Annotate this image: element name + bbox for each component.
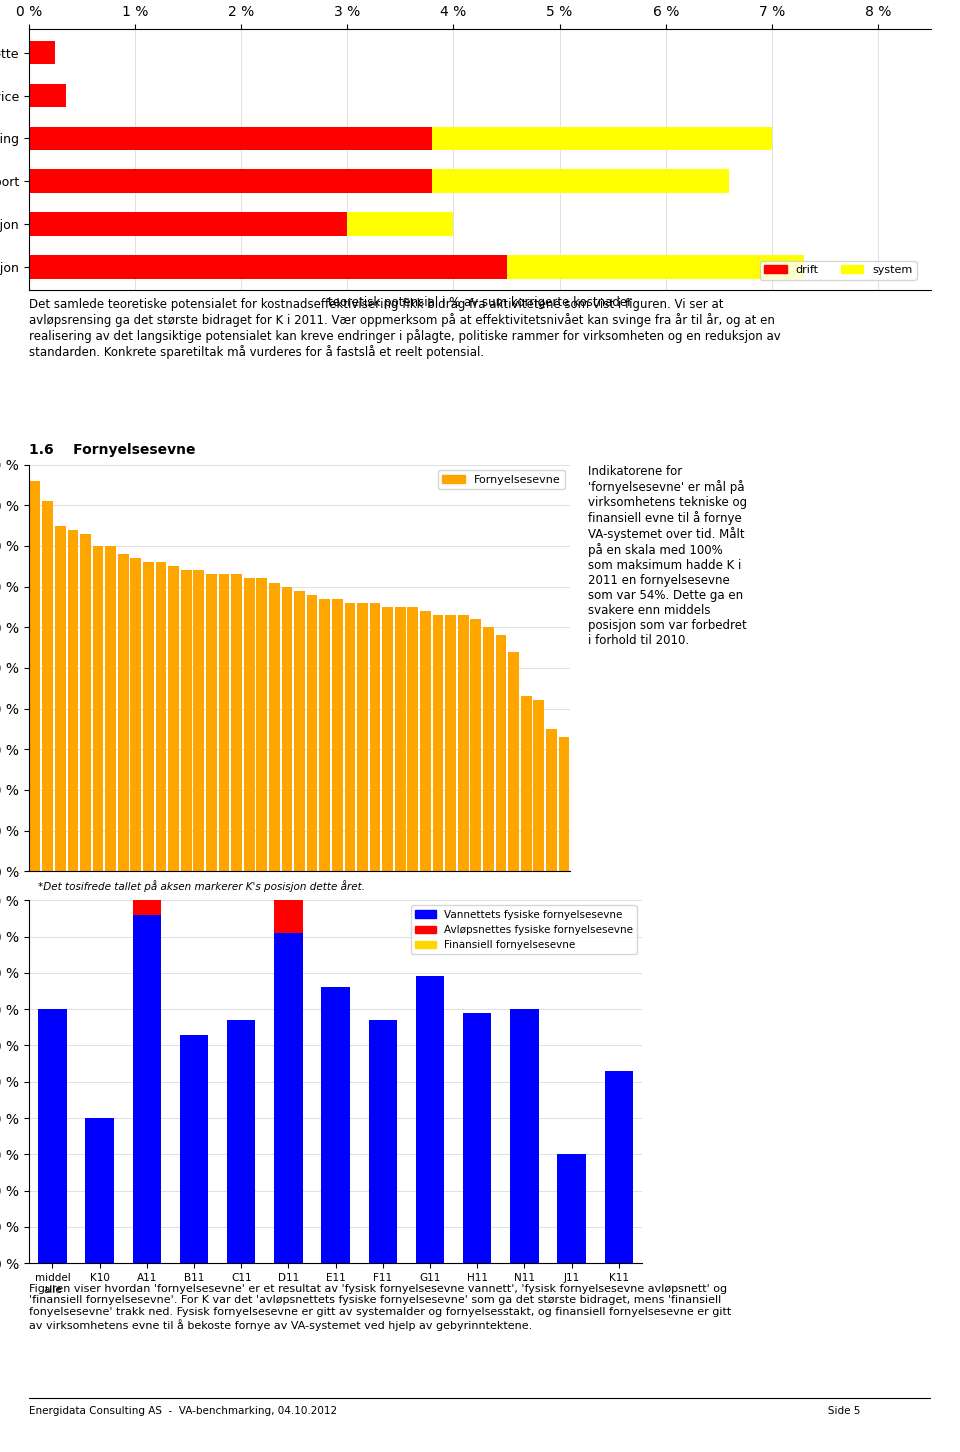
Bar: [143, 562, 154, 871]
Bar: [29, 41, 56, 64]
Bar: [85, 1118, 114, 1263]
Text: Indikatorene for
'fornyelsesevne' er mål på
virksomhetens tekniske og
finansiell: Indikatorene for 'fornyelsesevne' er mål…: [588, 465, 748, 648]
Bar: [67, 530, 78, 871]
Bar: [508, 652, 519, 871]
Bar: [521, 697, 532, 871]
Bar: [546, 729, 557, 871]
Bar: [395, 607, 406, 871]
Bar: [559, 738, 569, 871]
Bar: [269, 582, 279, 871]
Legend: drift, system: drift, system: [760, 261, 917, 280]
Bar: [432, 170, 730, 193]
Bar: [294, 591, 305, 871]
Bar: [231, 575, 242, 871]
Bar: [495, 636, 506, 871]
Bar: [244, 578, 254, 871]
Text: Det samlede teoretiske potensialet for kostnadseffektivisering fikk bidrag fra a: Det samlede teoretiske potensialet for k…: [29, 298, 780, 359]
Bar: [605, 1072, 633, 1263]
Bar: [275, 723, 302, 934]
Bar: [432, 126, 772, 150]
Bar: [507, 256, 804, 279]
Bar: [445, 616, 456, 871]
Bar: [382, 607, 393, 871]
Bar: [463, 1013, 492, 1263]
Bar: [30, 481, 40, 871]
Bar: [131, 558, 141, 871]
Bar: [407, 607, 419, 871]
Bar: [29, 170, 432, 193]
Bar: [357, 603, 368, 871]
Bar: [42, 501, 53, 871]
Bar: [29, 84, 66, 107]
Bar: [458, 616, 468, 871]
Bar: [420, 611, 431, 871]
Bar: [322, 987, 349, 1263]
Bar: [132, 680, 161, 915]
Bar: [219, 575, 229, 871]
Bar: [256, 578, 267, 871]
Bar: [132, 915, 161, 1263]
Bar: [93, 546, 104, 871]
Legend: Fornyelsesevne: Fornyelsesevne: [438, 470, 564, 489]
Bar: [433, 616, 444, 871]
Bar: [307, 595, 318, 871]
Bar: [118, 555, 129, 871]
Bar: [106, 546, 116, 871]
Bar: [470, 619, 481, 871]
Bar: [29, 126, 432, 150]
Bar: [168, 566, 179, 871]
Bar: [29, 212, 348, 235]
Bar: [483, 627, 493, 871]
Text: 1.6    Fornyelsesevne: 1.6 Fornyelsesevne: [29, 443, 195, 457]
Bar: [228, 1021, 255, 1263]
Bar: [275, 934, 302, 1263]
Bar: [345, 603, 355, 871]
Bar: [29, 256, 507, 279]
Bar: [320, 598, 330, 871]
Bar: [370, 603, 380, 871]
Bar: [558, 1154, 586, 1263]
Bar: [281, 587, 292, 871]
Bar: [369, 1021, 397, 1263]
Bar: [416, 977, 444, 1263]
Bar: [180, 571, 192, 871]
Text: Figuren viser hvordan 'fornyelsesevne' er et resultat av 'fysisk fornyelsesevne : Figuren viser hvordan 'fornyelsesevne' e…: [29, 1284, 732, 1330]
Bar: [38, 1009, 66, 1263]
Text: Energidata Consulting AS  -  VA-benchmarking, 04.10.2012                        : Energidata Consulting AS - VA-benchmarki…: [29, 1407, 860, 1416]
Bar: [348, 212, 453, 235]
Legend: Vannettets fysiske fornyelsesevne, Avløpsnettes fysiske fornyelsesevne, Finansie: Vannettets fysiske fornyelsesevne, Avløp…: [411, 906, 637, 954]
Bar: [534, 700, 544, 871]
Bar: [80, 534, 91, 871]
Bar: [332, 598, 343, 871]
Bar: [180, 1035, 208, 1263]
Bar: [55, 526, 65, 871]
X-axis label: teoretisk potensial i % av sum korrigerte kostnader: teoretisk potensial i % av sum korrigert…: [328, 296, 632, 309]
Bar: [193, 571, 204, 871]
Bar: [511, 1009, 539, 1263]
Bar: [156, 562, 166, 871]
Bar: [206, 575, 217, 871]
Text: *Det tosifrede tallet på aksen markerer K's posisjon dette året.: *Det tosifrede tallet på aksen markerer …: [37, 880, 365, 892]
